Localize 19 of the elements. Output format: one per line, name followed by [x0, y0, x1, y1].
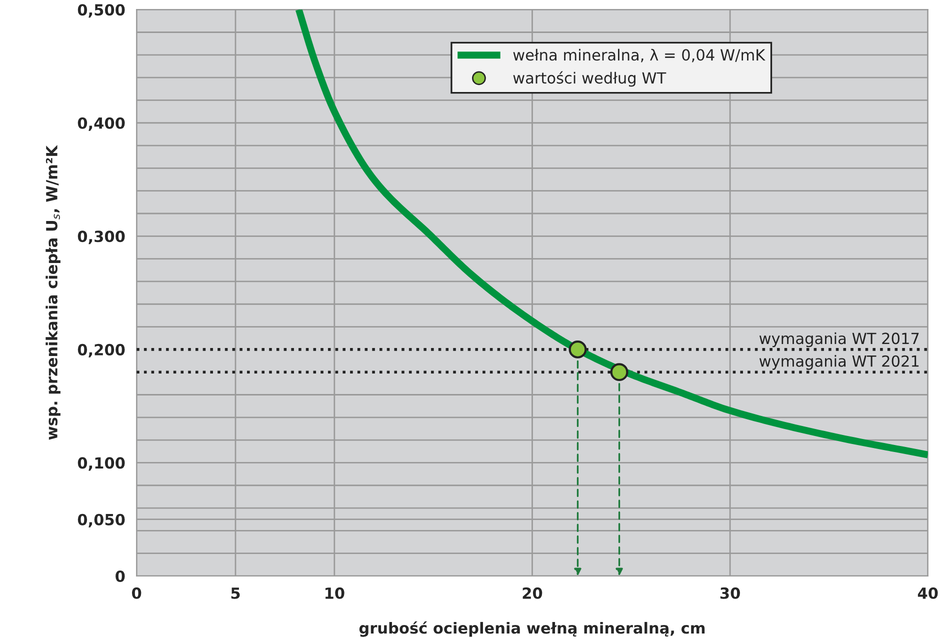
- x-tick-label: 5: [231, 588, 240, 599]
- x-tick-label: 10: [326, 587, 344, 599]
- y-tick-label: 0,400: [78, 117, 125, 131]
- y-tick-label: 0: [116, 570, 125, 582]
- x-tick-label: 20: [522, 587, 542, 599]
- ref-line-label: wymagania WT 2017: [759, 332, 919, 348]
- x-tick-label: 0: [132, 587, 142, 599]
- y-tick-label: 0,100: [78, 457, 125, 471]
- x-tick-label: 40: [918, 587, 938, 599]
- y-tick-label: 0,300: [78, 230, 125, 244]
- y-axis-title: wsp. przenikania ciepła U$_{s}$, W/m²K: [46, 145, 60, 440]
- x-axis-title: grubość ocieplenia wełną mineralną, cm: [359, 621, 705, 637]
- legend-label: wartości według WT: [513, 71, 666, 87]
- ref-line-label: wymagania WT 2021: [759, 355, 919, 370]
- y-tick-label: 0,050: [78, 514, 125, 528]
- x-tick-label: 30: [720, 587, 740, 599]
- legend-label: wełna mineralna, λ = 0,04 W/mK: [513, 48, 766, 62]
- y-tick-label: 0,200: [78, 344, 125, 358]
- y-tick-label: 0,500: [78, 4, 125, 18]
